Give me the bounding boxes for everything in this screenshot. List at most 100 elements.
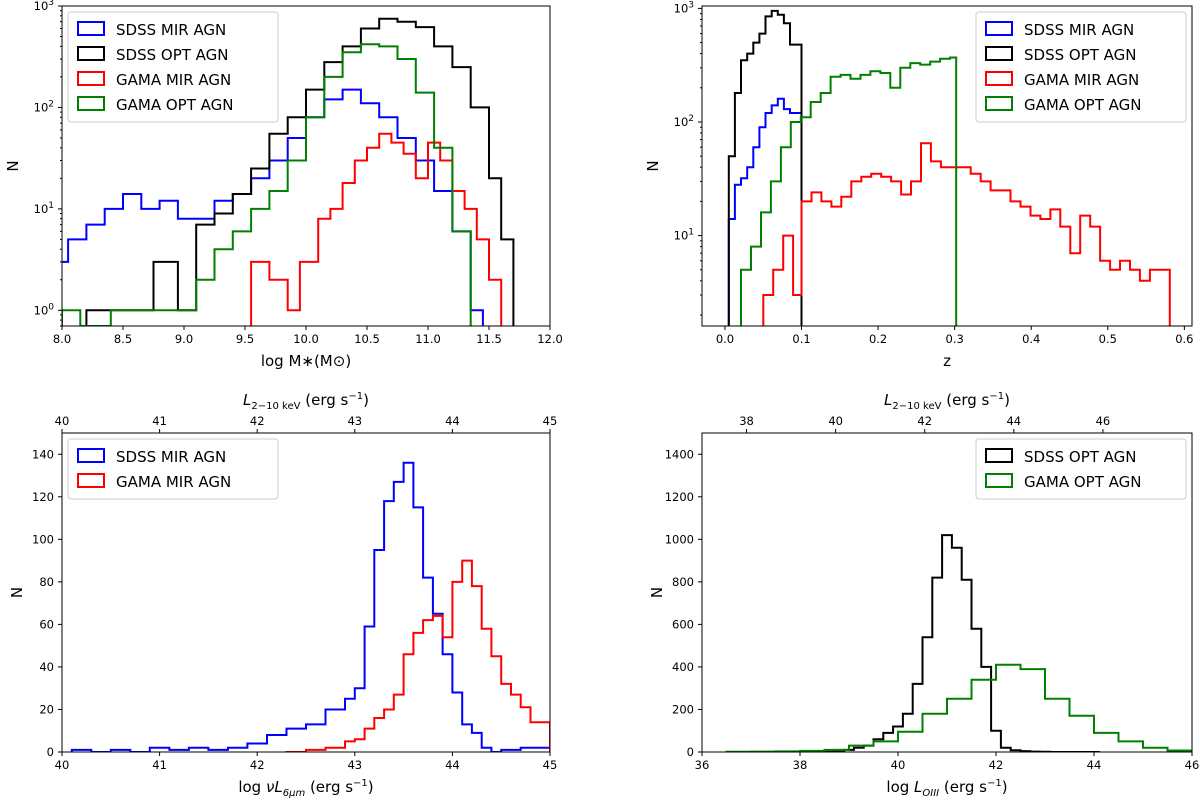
top-x-tick-label: 44 [1006,414,1021,428]
x-tick-label: 45 [543,758,558,772]
legend-label: SDSS OPT AGN [1024,46,1137,64]
y-tick-label: 20 [39,702,54,716]
legend-label: SDSS OPT AGN [1024,448,1137,466]
top-x-tick-label: 44 [445,414,460,428]
legend-label: GAMA MIR AGN [1024,71,1139,89]
y-tick-label: 600 [672,617,694,631]
top-x-tick-label: 40 [55,414,70,428]
series-gama-opt-agn [725,663,1192,752]
y-tick-label: 400 [672,660,694,674]
legend-box [975,11,1187,123]
y-axis-label: N [8,587,26,598]
series-group [727,9,1171,326]
series-gama-mir-agn [250,132,503,326]
legend-swatch-sdss-opt-agn [77,46,105,61]
series-sdss-mir-agn [727,97,803,326]
y-axis-label: N [648,587,666,598]
x-tick-label: 0.2 [869,332,887,346]
top-x-axis-label: L2−10 keV (erg s−1) [243,391,369,412]
y-tick-label: 0 [47,745,54,759]
x-tick-label: 11.0 [415,332,441,346]
chart-loiii: 36 38 40 42 44 46 0 200 400 600 800 1000 1200 1400 38 4… [648,391,1199,799]
series-group [70,461,550,752]
y-tick-label: 40 [39,660,54,674]
legend-label: GAMA OPT AGN [116,96,233,114]
chart-redshift: 0.0 0.1 0.2 0.3 0.4 0.5 0.6 101 102 103 z N SDSS MIR… [644,0,1193,370]
legend-label: SDSS MIR AGN [116,448,226,466]
legend-swatch-gama-opt-agn [77,96,105,111]
x-tick-label: 38 [793,758,808,772]
x-tick-label: 8.0 [53,332,71,346]
legend: SDSS MIR AGN SDSS OPT AGN GAMA MIR AGN GAMA… [975,11,1187,123]
x-tick-label: 9.5 [236,332,254,346]
top-x-tick-label: 40 [828,414,843,428]
y-tick-label: 120 [32,490,54,504]
y-axis-label: N [644,160,662,171]
x-tick-label: 44 [1087,758,1102,772]
top-x-axis-label: L2−10 keV (erg s−1) [884,391,1010,412]
axes-frame [701,432,1193,753]
legend-box [67,438,279,500]
top-x-tick-label: 42 [917,414,932,428]
chart-l6um: 40 41 42 43 44 45 0 20 40 60 80 100 120 140 40 41 42 43 44… [8,391,557,799]
series-group [62,17,515,326]
y-tick-label: 800 [672,575,694,589]
legend-label: GAMA MIR AGN [116,473,231,491]
series-gama-opt-agn [62,43,472,326]
top-x-tick-label: 41 [152,414,167,428]
y-tick-label: 103 [34,0,54,13]
y-tick-label: 1000 [665,532,694,546]
x-tick-label: 41 [152,758,167,772]
legend-swatch-sdss-mir-agn [77,21,105,36]
x-tick-label: 42 [250,758,265,772]
y-tick-label: 1400 [665,447,694,461]
x-axis-label: log νL6μm (erg s−1) [238,778,373,799]
y-tick-label: 102 [674,114,694,129]
x-tick-label: 11.5 [476,332,502,346]
top-x-tick-label: 46 [1096,414,1111,428]
legend: SDSS MIR AGN SDSS OPT AGN GAMA MIR AGN GAMA… [67,11,279,123]
y-tick-label: 101 [674,228,694,243]
top-x-tick-label: 42 [250,414,265,428]
x-tick-label: 12.0 [537,332,563,346]
y-tick-label: 200 [672,702,694,716]
x-tick-label: 36 [695,758,710,772]
legend-label: GAMA OPT AGN [1024,473,1141,491]
y-tick-label: 60 [39,617,54,631]
y-tick-label: 140 [32,447,54,461]
x-tick-label: 9.0 [175,332,193,346]
x-tick-label: 0.6 [1175,332,1193,346]
legend-swatch-gama-mir-agn [77,473,105,488]
series-sdss-mir-agn [70,461,550,752]
axes-frame [701,5,1193,327]
legend-swatch-sdss-opt-agn [985,448,1013,463]
series-group [725,534,1192,752]
legend-label: SDSS MIR AGN [1024,21,1134,39]
legend-label: GAMA MIR AGN [116,71,231,89]
x-tick-label: 43 [347,758,362,772]
series-gama-opt-agn [740,56,958,326]
legend-label: SDSS OPT AGN [116,46,229,64]
x-tick-label: 0.4 [1022,332,1040,346]
series-sdss-opt-agn [727,9,803,326]
y-tick-label: 100 [32,532,54,546]
y-tick-label: 1200 [665,490,694,504]
axes-frame [61,432,551,753]
legend-swatch-gama-opt-agn [985,96,1013,111]
x-tick-label: 40 [55,758,70,772]
top-x-tick-label: 38 [739,414,754,428]
series-gama-mir-agn [762,142,1171,326]
y-tick-label: 100 [34,302,55,317]
legend-label: SDSS MIR AGN [116,21,226,39]
x-tick-label: 0.0 [716,332,734,346]
y-tick-label: 101 [34,201,54,216]
y-tick-label: 0 [687,745,694,759]
x-axis-label: log LOIII (erg s−1) [886,778,1007,799]
y-tick-label: 102 [34,99,54,114]
legend-box [67,11,279,123]
x-tick-label: 10.5 [354,332,380,346]
legend-swatch-gama-mir-agn [985,71,1013,86]
legend-swatch-sdss-mir-agn [985,21,1013,36]
legend-box [975,438,1187,500]
